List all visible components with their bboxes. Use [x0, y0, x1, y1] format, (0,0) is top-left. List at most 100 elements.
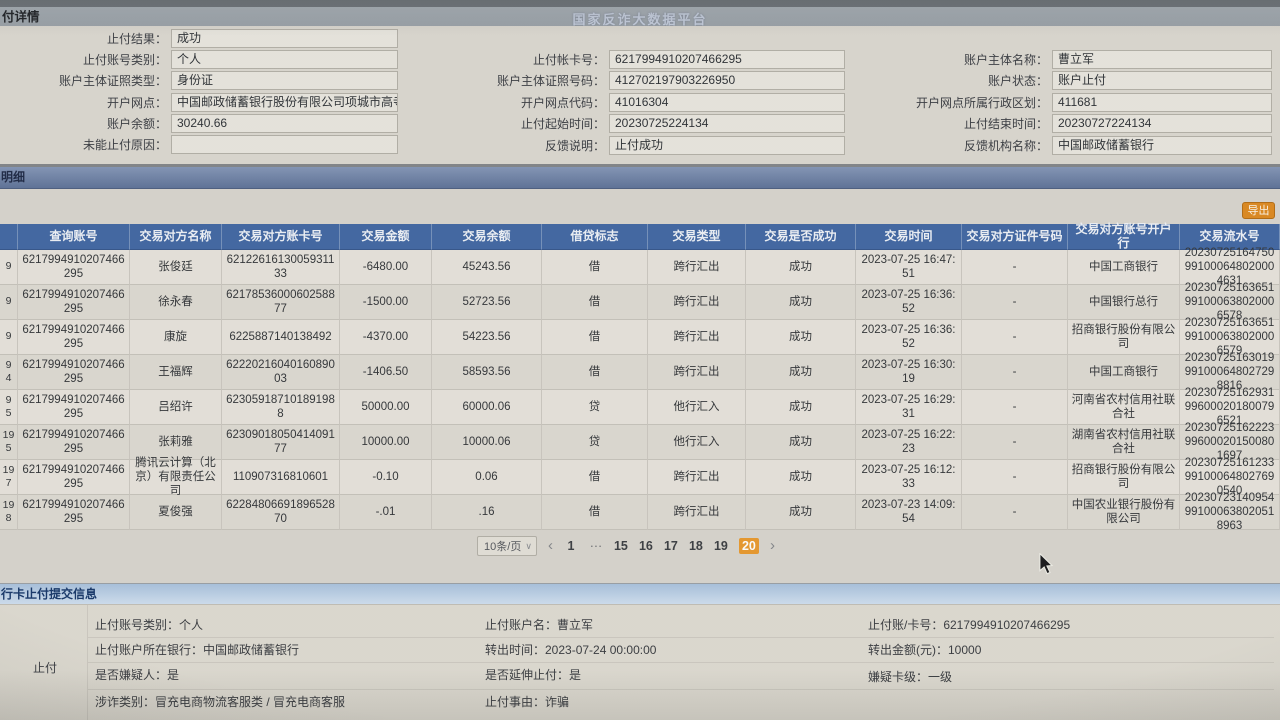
table-cell: 0.06 — [432, 460, 542, 495]
form-row: 账户状态： 账户止付 — [870, 71, 1272, 91]
form-row: 开户网点所属行政区划： 411681 — [870, 92, 1272, 112]
table-cell: 他行汇入 — [648, 425, 746, 460]
table-row-seq-fragment: 19 7 — [0, 460, 18, 495]
submit-field: 是否延伸止付：是 — [485, 668, 582, 682]
table-cell: 20230723140954991000638020518963 — [1180, 492, 1280, 532]
table-cell: -1500.00 — [340, 285, 432, 320]
field-label: 止付帐卡号： — [532, 53, 605, 67]
table-cell: 招商银行股份有限公司 — [1068, 320, 1180, 355]
form-row: 开户网点： 中国邮政储蓄银行股份有限公司项城市高寺... — [5, 92, 398, 112]
table-cell: 2023-07-25 16:36:52 — [856, 320, 962, 355]
table-cell: 借 — [542, 285, 648, 320]
table-cell: - — [962, 250, 1068, 285]
page-size-select[interactable]: 10条/页 ∨ — [477, 536, 537, 556]
table-cell: 湖南省农村信用社联合社 — [1068, 425, 1180, 460]
stop-payment-detail-form: 止付结果： 成功 止付账号类别： 个人 账户主体证照类型： 身份证 开户网点： 中国邮政储蓄银… — [0, 26, 1280, 164]
table-cell: 2023-07-25 16:29:31 — [856, 390, 962, 425]
submit-field: 止付账号类别：个人 — [95, 618, 204, 632]
table-cell: 成功 — [746, 495, 856, 530]
next-page-button[interactable]: › — [769, 537, 775, 554]
field-value: 身份证 — [171, 71, 398, 91]
submit-field: 止付账户所在银行：中国邮政储蓄银行 — [95, 643, 300, 657]
table-cell: 中国工商银行 — [1068, 250, 1180, 285]
prev-page-button[interactable]: ‹ — [547, 537, 553, 554]
table-cell: 20230725162223996000201500801697 — [1180, 422, 1280, 462]
field-label: 反馈说明： — [544, 138, 605, 153]
table-cell: .16 — [432, 495, 542, 530]
table-cell: 6217994910207466295 — [18, 250, 130, 285]
table-cell: 52723.56 — [432, 285, 542, 320]
table-cell: 腾讯云计算（北京）有限责任公司 — [130, 457, 222, 497]
field-value: 曹立军 — [1052, 50, 1272, 69]
page-number-button[interactable]: 18 — [688, 539, 703, 553]
table-cell: 成功 — [746, 355, 856, 390]
field-value: 中国邮政储蓄银行股份有限公司项城市高寺... — [171, 92, 398, 112]
table-cell: 6217994910207466295 — [18, 390, 130, 425]
table-header-cell: 交易余额 — [432, 224, 542, 250]
table-row-seq-fragment: 19 8 — [0, 495, 18, 530]
form-row: 止付帐卡号： 6217994910207466295 — [455, 50, 845, 70]
page-number-button[interactable]: 20 — [738, 538, 759, 554]
table-row-seq-fragment: 9 — [0, 320, 18, 355]
table-cell: - — [962, 285, 1068, 320]
table-cell: 6217994910207466295 — [18, 320, 130, 355]
row-separator — [88, 662, 1274, 663]
table-cell: 58593.56 — [432, 355, 542, 390]
export-button[interactable]: 导出 — [1242, 202, 1275, 219]
submit-info-form: 止付 止付账号类别：个人 止付账户所在银行：中国邮政储蓄银行 是否嫌疑人：是 涉诈类别… — [0, 604, 1280, 720]
top-strip — [0, 0, 1280, 7]
table-cell: 吕绍许 — [130, 390, 222, 425]
field-value: 6217994910207466295 — [609, 50, 845, 69]
form-row: 止付结束时间： 20230727224134 — [870, 114, 1272, 134]
table-row-seq-fragment: 9 5 — [0, 390, 18, 425]
page-number-button[interactable]: 1 — [567, 539, 575, 553]
table-cell: 借 — [542, 250, 648, 285]
submit-field: 止付事由：诈骗 — [485, 695, 570, 709]
table-cell: 6222021604016089003 — [222, 355, 340, 390]
field-label: 账户主体证照类型： — [58, 74, 167, 89]
section-divider — [0, 164, 1280, 167]
table-cell: 康旋 — [130, 320, 222, 355]
field-label: 账户主体名称： — [963, 53, 1048, 67]
detail-form-middle-column: 止付帐卡号： 6217994910207466295 账户主体证照号码： 412702… — [455, 50, 845, 157]
title-bar: 国家反诈大数据平台 — [0, 7, 1280, 27]
table-cell: 6212261613005931133 — [222, 250, 340, 285]
table-cell: 跨行汇出 — [648, 320, 746, 355]
field-value: 中国邮政储蓄银行 — [1052, 135, 1272, 155]
field-value: 30240.66 — [171, 114, 398, 134]
table-cell: 河南省农村信用社联合社 — [1068, 390, 1180, 425]
field-label: 止付起始时间： — [520, 117, 605, 132]
table-cell: 2023-07-25 16:30:19 — [856, 355, 962, 390]
field-label: 账户主体证照号码： — [496, 74, 605, 89]
field-label: 止付结果： — [106, 31, 167, 46]
table-header-cell: 交易对方账号开户行 — [1068, 222, 1180, 250]
table-cell: 借 — [542, 355, 648, 390]
submit-section-bar: 行卡止付提交信息 — [0, 584, 1280, 605]
table-cell: -.01 — [340, 495, 432, 530]
table-cell: 张俊廷 — [130, 250, 222, 285]
table-cell: - — [962, 390, 1068, 425]
table-cell: - — [962, 495, 1068, 530]
table-header-cell: 交易对方证件号码 — [962, 224, 1068, 250]
table-cell: 借 — [542, 495, 648, 530]
table-header-seq — [0, 224, 18, 250]
transactions-section-title: 明细 — [1, 170, 26, 184]
table-cell: 2023-07-25 16:12:33 — [856, 460, 962, 495]
table-cell: 10000.06 — [432, 425, 542, 460]
table-cell: 20230725163651991000638020006579 — [1180, 317, 1280, 357]
page-number-button[interactable]: 16 — [638, 539, 653, 553]
submit-group-label: 止付 — [33, 661, 58, 675]
table-cell: 借 — [542, 460, 648, 495]
page-number-button[interactable]: 17 — [663, 539, 678, 553]
table-cell: - — [962, 320, 1068, 355]
table-cell: 成功 — [746, 250, 856, 285]
table-cell: - — [962, 460, 1068, 495]
table-header-cell: 交易时间 — [856, 224, 962, 250]
table-cell: -6480.00 — [340, 250, 432, 285]
page-number-button[interactable]: 19 — [713, 539, 728, 553]
form-row: 止付账号类别： 个人 — [5, 49, 398, 69]
table-cell: 54223.56 — [432, 320, 542, 355]
page-number-button[interactable]: 15 — [613, 539, 628, 553]
table-cell: 60000.06 — [432, 390, 542, 425]
submit-field: 是否嫌疑人：是 — [95, 668, 180, 682]
